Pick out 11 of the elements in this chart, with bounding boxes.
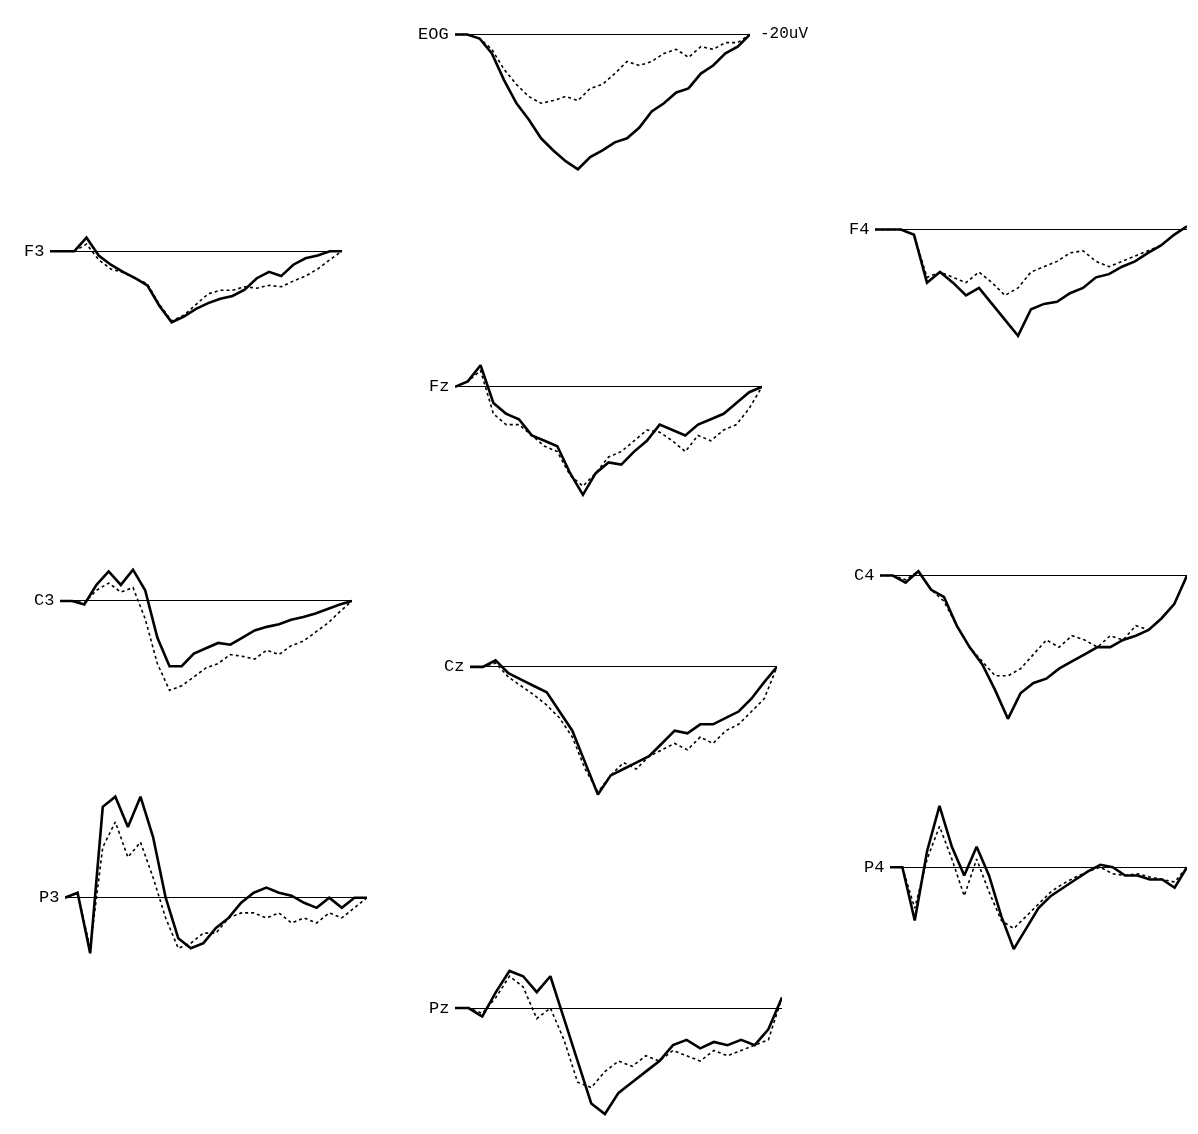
chart-title: Cz <box>444 657 465 676</box>
text: -20uV <box>760 25 809 43</box>
text: P4 <box>864 858 885 877</box>
chart-title: F4 <box>849 220 870 239</box>
text: Pz <box>429 999 450 1018</box>
text: C3 <box>34 591 55 610</box>
chart-title: F3 <box>24 242 45 261</box>
text: P3 <box>39 888 60 907</box>
chart-title: EOG <box>418 25 449 44</box>
text: Fz <box>429 377 450 396</box>
chart-title: C4 <box>854 566 875 585</box>
